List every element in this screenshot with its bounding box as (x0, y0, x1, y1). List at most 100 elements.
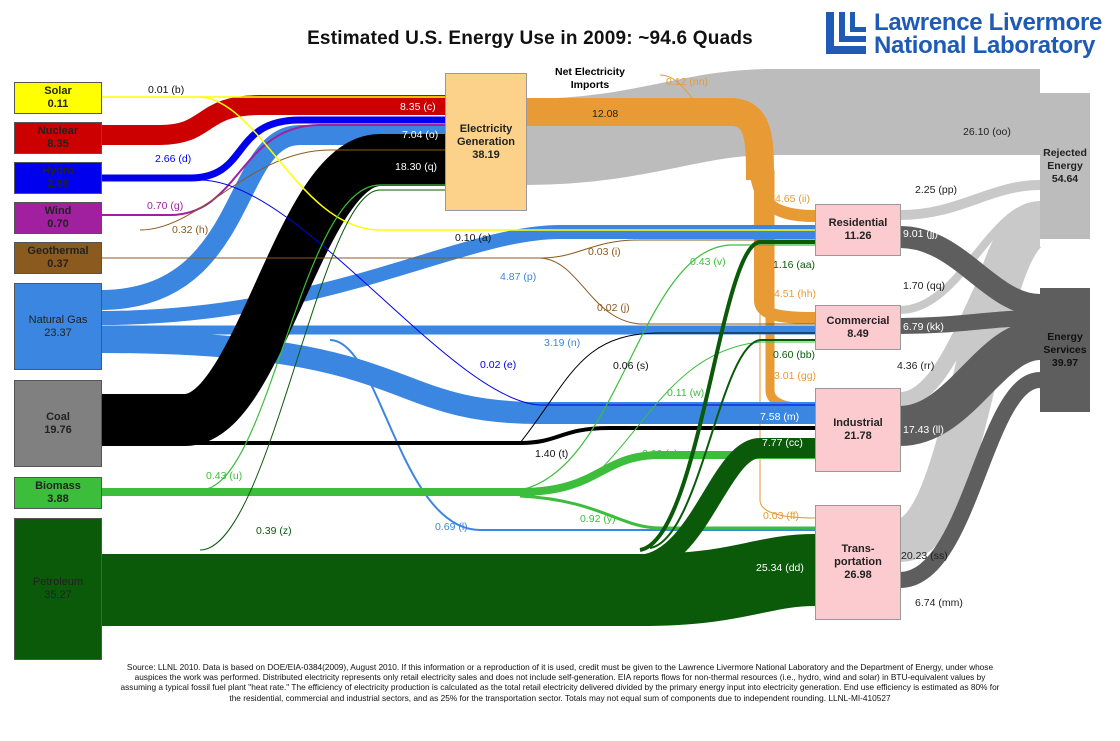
source-nuclear-value: 8.35 (47, 138, 69, 150)
flow-label-m: 7.58 (m) (760, 411, 800, 423)
source-hydro-name: Hydro (42, 165, 74, 177)
source-coal: Coal 19.76 (14, 380, 102, 467)
flow-gas-residential (99, 225, 815, 325)
flow-geo-commercial (539, 257, 815, 325)
electricity-generation-value: 38.19 (472, 148, 500, 161)
energy-services-value: 39.97 (1051, 356, 1079, 369)
electricity-generation-name: Electricity Generation (456, 122, 516, 148)
flow-petroleum-residential (639, 240, 815, 552)
flow-label-z: 0.39 (z) (256, 525, 292, 537)
electricity-generation-box: Electricity Generation 38.19 (445, 73, 527, 211)
flow-petroleum-electricity (199, 189, 445, 551)
flow-gas-electricity (99, 125, 445, 310)
flow-residential-rejected (899, 180, 1041, 220)
flow-label-mm: 6.74 (mm) (915, 597, 963, 609)
flow-biomass-electricity (199, 184, 445, 491)
logo-line-1: Lawrence Livermore (874, 9, 1103, 36)
flow-label-rr: 4.36 (rr) (897, 360, 935, 372)
flow-label-c: 8.35 (c) (400, 101, 436, 113)
flow-residential-services (899, 226, 1041, 316)
llnl-logo: Lawrence Livermore National Laboratory (826, 9, 1116, 62)
source-petroleum-value: 35.27 (44, 589, 72, 601)
sector-residential-name: Residential (828, 217, 888, 229)
flow-label-h: 0.32 (h) (172, 224, 209, 236)
rejected-energy-name: Rejected Energy (1043, 146, 1087, 172)
flow-gas-transport (329, 339, 815, 531)
flow-coal-electricity (100, 134, 445, 446)
flow-label-w: 0.11 (w) (667, 387, 705, 399)
sector-residential-value: 11.26 (844, 230, 872, 242)
flow-label-i: 0.03 (i) (588, 246, 621, 258)
source-wind: Wind 0.70 (14, 202, 102, 234)
flow-label-ff: 0.03 (ff) (763, 510, 799, 522)
flow-coal-commercial (519, 332, 815, 444)
source-geothermal: Geothermal 0.37 (14, 242, 102, 274)
flow-label-ii: 4.65 (ii) (775, 193, 811, 205)
flow-label-ll: 17.43 (ll) (903, 424, 944, 436)
source-wind-name: Wind (44, 205, 72, 217)
flow-gas-industrial (99, 331, 815, 424)
rejected-energy-box: Rejected Energy 54.64 (1040, 93, 1090, 239)
flow-hydro-electricity (100, 116, 445, 182)
source-coal-name: Coal (46, 410, 70, 423)
flow-biomass-commercial (599, 341, 815, 471)
source-coal-value: 19.76 (44, 423, 72, 436)
flow-biomass-transport (519, 494, 815, 530)
source-natural-gas-value: 23.37 (44, 326, 72, 339)
flow-label-n: 3.19 (n) (544, 337, 581, 349)
flow-label-a: 0.10 (a) (455, 232, 492, 244)
source-geothermal-value: 0.37 (47, 258, 69, 270)
logo-line-2: National Laboratory (874, 32, 1095, 59)
sector-commercial: Commercial 8.49 (815, 305, 901, 350)
flow-elec-transport (759, 170, 816, 519)
source-hydro-value: 2.68 (47, 178, 69, 190)
flow-transport-services (898, 372, 1042, 588)
flow-net-imports (659, 74, 701, 106)
flow-label-cc: 7.77 (cc) (762, 437, 803, 449)
sector-commercial-name: Commercial (826, 314, 890, 327)
flow-label-l: 0.69 (l) (435, 521, 468, 533)
source-biomass-name: Biomass (35, 480, 81, 492)
flow-coal-industrial (100, 426, 815, 445)
flow-petroleum-commercial (649, 339, 815, 549)
flow-label-pp: 2.25 (pp) (915, 184, 958, 196)
source-nuclear-name: Nuclear (37, 125, 79, 137)
source-geothermal-name: Geothermal (27, 245, 89, 257)
flow-label-jj: 9.01 (jj) (903, 228, 939, 240)
sector-commercial-value: 8.49 (847, 327, 869, 340)
flow-label-bb: 0.60 (bb) (773, 349, 816, 361)
flow-label-p: 4.87 (p) (500, 271, 537, 283)
flow-label-g: 0.70 (g) (147, 200, 184, 212)
source-natural-gas-name: Natural Gas (28, 313, 88, 326)
flow-label-electricity: 12.08 (592, 108, 619, 120)
flow-label-gg: 3.01 (gg) (774, 370, 817, 382)
source-biomass-value: 3.88 (47, 493, 69, 505)
source-nuclear: Nuclear 8.35 (14, 122, 102, 154)
flow-label-kk: 6.79 (kk) (903, 321, 944, 333)
sector-industrial-name: Industrial (833, 417, 883, 429)
flow-electricity-out (525, 98, 774, 181)
energy-services-box: Energy Services 39.97 (1040, 288, 1090, 412)
flow-label-q: 18.30 (q) (395, 161, 438, 173)
flow-label-oo: 26.10 (oo) (963, 126, 1011, 138)
sector-industrial: Industrial 21.78 (815, 388, 901, 472)
flow-geo-residential (100, 239, 815, 259)
sector-transportation-name: Trans- portation (834, 543, 882, 568)
flow-label-s: 0.06 (s) (613, 360, 649, 372)
flow-commercial-services (899, 310, 1041, 334)
flow-label-o: 7.04 (o) (402, 129, 439, 141)
source-solar-value: 0.11 (47, 98, 69, 110)
flow-label-nn: 0.12 (nn) (666, 76, 709, 88)
flow-label-t: 1.40 (t) (535, 448, 569, 460)
flow-biomass-residential (519, 244, 815, 491)
flow-label-x: 2.00 (x) (642, 448, 678, 460)
source-hydro: Hydro 2.68 (14, 162, 102, 194)
source-biomass: Biomass 3.88 (14, 477, 102, 509)
flow-label-aa: 1.16 (aa) (773, 259, 816, 271)
flow-label-ss: 20.23 (ss) (901, 550, 948, 562)
flow-petroleum-industrial (638, 438, 815, 575)
sector-industrial-value: 21.78 (844, 430, 872, 442)
flow-label-b: 0.01 (b) (148, 84, 185, 96)
